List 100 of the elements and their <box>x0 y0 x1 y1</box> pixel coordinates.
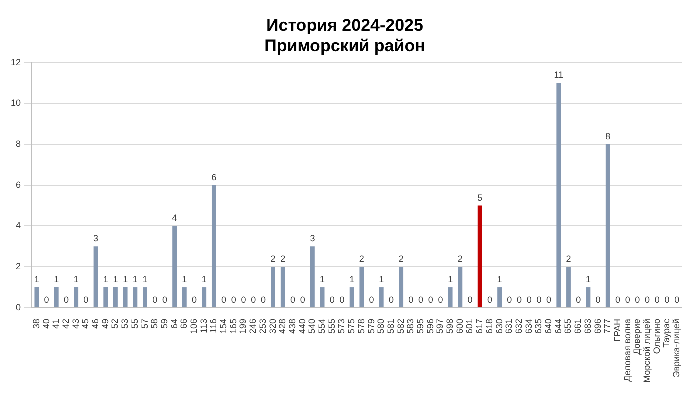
data-label: 1 <box>497 274 502 285</box>
data-label: 0 <box>516 294 522 305</box>
bar <box>74 288 79 308</box>
bar <box>94 246 98 308</box>
bar <box>202 288 207 308</box>
data-label: 1 <box>586 274 591 285</box>
data-label: 0 <box>615 294 620 305</box>
x-tick-label: 42 <box>60 318 71 329</box>
data-label: 11 <box>554 70 564 80</box>
bar <box>172 226 178 308</box>
x-tick-label: 43 <box>70 318 81 329</box>
bar <box>350 288 354 308</box>
x-tick-label: 601 <box>464 318 475 334</box>
data-label: 0 <box>664 294 670 305</box>
x-tick-label: 575 <box>346 318 357 334</box>
data-label: 0 <box>596 294 601 305</box>
data-label: 0 <box>44 294 50 305</box>
bar <box>498 288 502 308</box>
bar <box>143 288 148 308</box>
bar <box>399 267 404 308</box>
x-tick-label: 52 <box>110 318 120 329</box>
x-tick-label: 246 <box>248 318 258 334</box>
x-tick-label: 644 <box>553 318 564 334</box>
x-tick-label: 598 <box>445 318 456 334</box>
data-label: 0 <box>546 294 552 305</box>
data-label: 0 <box>260 294 266 305</box>
data-label: 3 <box>310 234 316 244</box>
data-label: 0 <box>635 294 640 305</box>
x-tick-label: 38 <box>31 318 42 329</box>
x-tick-label: 640 <box>544 318 554 334</box>
data-label: 0 <box>487 294 492 305</box>
data-label: 0 <box>241 294 246 305</box>
x-tick-label: 58 <box>150 318 160 329</box>
x-tick-label: 540 <box>307 318 318 334</box>
y-tick-label: 10 <box>10 98 22 108</box>
data-label: 0 <box>192 294 198 305</box>
data-label: 0 <box>152 294 158 305</box>
x-tick-label: 655 <box>563 318 574 334</box>
x-tick-label: 116 <box>208 318 219 334</box>
data-label: 0 <box>428 294 434 305</box>
x-tick-label: 554 <box>317 318 328 334</box>
data-label: 1 <box>113 274 118 285</box>
data-label: 0 <box>290 294 296 305</box>
bar <box>182 288 187 308</box>
bar <box>212 185 216 308</box>
x-tick-label: 600 <box>454 318 465 334</box>
x-tick-label: 580 <box>376 318 386 334</box>
data-label: 0 <box>330 294 335 305</box>
x-tick-label: 66 <box>179 318 190 329</box>
x-tick-label: Таурас <box>662 318 672 348</box>
bar <box>320 288 325 308</box>
x-tick-label: 630 <box>494 318 504 334</box>
y-tick-label: 0 <box>16 302 22 312</box>
y-tick-label: 12 <box>10 57 22 68</box>
data-label: 1 <box>34 274 40 285</box>
data-label: 0 <box>526 294 532 305</box>
data-label: 1 <box>123 274 128 285</box>
data-label: 1 <box>132 274 138 285</box>
x-tick-label: Морской лицей <box>642 318 652 383</box>
bar <box>280 267 286 308</box>
x-tick-label: 106 <box>188 318 199 334</box>
x-tick-label: 320 <box>268 318 278 334</box>
x-tick-label: 428 <box>278 318 288 334</box>
x-tick-label: Эврика-лицей <box>672 318 682 378</box>
bar <box>104 288 108 308</box>
x-tick-label: 582 <box>396 318 406 334</box>
x-tick-label: 49 <box>100 318 110 329</box>
data-label: 0 <box>536 294 542 305</box>
data-label: 4 <box>172 213 178 224</box>
x-tick-label: 440 <box>297 318 308 334</box>
bar <box>310 246 315 308</box>
x-tick-label: 596 <box>425 318 436 334</box>
x-tick-label: 40 <box>41 318 52 329</box>
data-label: 0 <box>340 294 345 305</box>
data-label: 1 <box>448 274 454 285</box>
data-label: 0 <box>251 294 256 305</box>
data-label: 3 <box>94 234 99 244</box>
x-tick-label: 113 <box>198 318 209 334</box>
x-tick-label: 581 <box>386 318 396 334</box>
data-label: 0 <box>64 294 69 305</box>
x-tick-label: 154 <box>218 318 229 334</box>
x-tick-label: 555 <box>326 318 337 334</box>
x-tick-label: 253 <box>258 318 268 334</box>
x-tick-label: 199 <box>238 318 248 334</box>
data-label: 0 <box>418 294 424 305</box>
bar <box>133 288 138 308</box>
x-tick-label: 617 <box>474 318 485 334</box>
data-label: 0 <box>645 294 650 305</box>
data-label: 1 <box>103 274 108 285</box>
bar <box>360 267 364 308</box>
x-tick-label: 631 <box>504 318 514 334</box>
data-label: 6 <box>212 172 217 182</box>
x-tick-label: 583 <box>406 318 416 334</box>
data-label: 2 <box>280 254 286 264</box>
bar <box>271 267 276 308</box>
x-tick-label: 578 <box>356 318 366 334</box>
bar <box>114 288 118 308</box>
x-tick-label: 573 <box>336 318 347 334</box>
y-tick-label: 2 <box>16 262 22 272</box>
x-tick-label: Ольгино <box>652 318 662 354</box>
